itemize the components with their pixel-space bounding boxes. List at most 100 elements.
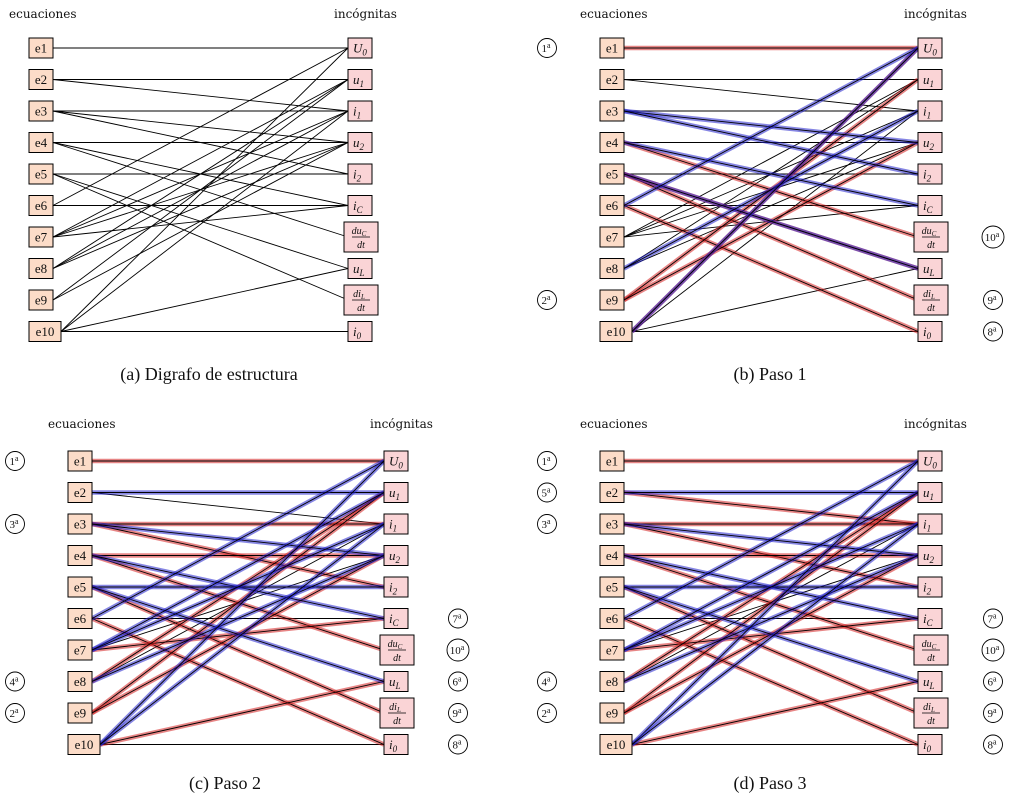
equation-label: e4 [35,135,48,150]
equation-label: e3 [606,517,618,532]
equation-label: e6 [606,198,619,213]
fraction-denominator: dt [393,716,401,727]
equation-label: e9 [606,293,618,308]
unknown-label: i2 [923,580,932,597]
order-badge-left: 3a [5,514,25,534]
edge-core-e7-x3 [623,523,919,651]
unknown-label: u2 [389,548,401,565]
edge-core-e8-x3 [623,110,919,269]
edge-core-e5-x9 [623,173,919,301]
equation-label: e2 [606,485,618,500]
unknown-label: iC [353,198,364,215]
unknown-node-8: uL [383,671,409,692]
unknown-node-8: uL [347,258,373,279]
edge-core-e7-x3 [91,523,385,651]
unknown-node-9: diL dt [343,284,379,316]
unknown-label: i1 [923,104,931,121]
edge-e2-x3 [52,79,349,112]
edge-e9-x2 [52,79,349,301]
unknown-label: u1 [923,72,934,89]
equation-node-e5: e5 [28,163,54,185]
svg-text:3a: 3a [9,517,19,531]
unknown-label: uL [389,674,401,691]
equation-label: e7 [606,643,619,658]
unknown-node-3: i1 [383,513,409,535]
equation-label: e7 [35,230,48,245]
unknown-node-4: u2 [917,545,943,566]
edge-core-e6-x1 [623,460,919,619]
edge-core-e6-x1 [91,460,385,619]
order-badge-left: 4a [537,671,557,692]
unknown-label: u1 [389,485,400,502]
unknowns-header: incógnitas [334,7,397,21]
order-badge-left: 1a [537,38,557,58]
equation-node-e9: e9 [28,289,54,311]
equation-label: e1 [606,41,618,56]
equation-label: e2 [606,72,618,87]
edge-e7-x2 [52,79,349,238]
unknown-label: iC [389,611,400,628]
edge-e10-x3 [60,110,349,332]
unknown-label: uL [923,674,935,691]
fraction-denominator: dt [927,716,935,727]
equation-label: e4 [606,548,619,563]
fraction-denominator: dt [357,303,365,314]
equation-label: e3 [74,517,86,532]
equation-node-e9: e9 [67,702,93,724]
unknown-node-9: diL dt [913,697,949,729]
equation-node-e8: e8 [67,671,93,692]
edge-core-e10-x8 [631,681,919,745]
fraction-denominator: dt [927,240,935,251]
unknown-node-3: i1 [917,100,943,122]
fraction-denominator: dt [357,240,365,251]
unknown-label: i1 [389,517,397,534]
svg-text:4a: 4a [9,675,19,689]
unknown-node-8: uL [917,258,943,279]
panel-caption: (d) Paso 3 [734,773,807,794]
unknown-label: i0 [923,324,932,341]
equation-node-e2: e2 [599,69,625,90]
equation-node-e10: e10 [599,321,633,342]
svg-text:9a: 9a [452,706,462,720]
equation-label: e5 [606,167,618,182]
equation-node-e7: e7 [67,639,93,661]
svg-text:6a: 6a [452,675,462,689]
unknown-node-7: duC dt [913,634,949,666]
unknown-label: uL [353,261,365,278]
equation-node-e10: e10 [599,734,633,755]
equation-node-e3: e3 [67,513,93,535]
unknown-node-6: iC [383,608,409,629]
unknown-label: u2 [923,548,935,565]
unknown-label: i1 [353,104,361,121]
unknown-node-6: iC [917,195,943,216]
equation-node-e1: e1 [67,450,93,472]
edge-e10-x8 [631,268,919,332]
edge-e5-x9 [52,173,349,301]
unknown-node-9: diL dt [379,697,415,729]
equation-node-e4: e4 [599,132,625,153]
edge-e9-x4 [52,142,349,301]
fraction-numerator: diL [389,702,401,714]
equation-node-e2: e2 [28,69,54,90]
edge-core-e6-x1 [623,47,919,206]
svg-text:2a: 2a [9,706,19,720]
order-badge-right: 8a [983,734,1003,755]
svg-text:2a: 2a [541,293,551,307]
equation-node-e8: e8 [599,258,625,279]
equation-node-e6: e6 [28,195,54,216]
unknown-label: u2 [353,135,365,152]
svg-text:6a: 6a [987,675,997,689]
unknown-label: U0 [353,41,367,58]
equation-label: e6 [35,198,48,213]
equations-header: ecuaciones [580,417,647,431]
equation-node-e6: e6 [599,195,625,216]
edge-core-e6-x10 [91,618,385,745]
edge-core-e5-x8 [91,586,385,682]
equation-label: e10 [36,324,55,339]
equation-label: e6 [74,611,87,626]
edge-core-e3-x5 [623,110,919,175]
equation-label: e7 [606,230,619,245]
unknown-label: u1 [353,72,364,89]
equation-node-e8: e8 [28,258,54,279]
